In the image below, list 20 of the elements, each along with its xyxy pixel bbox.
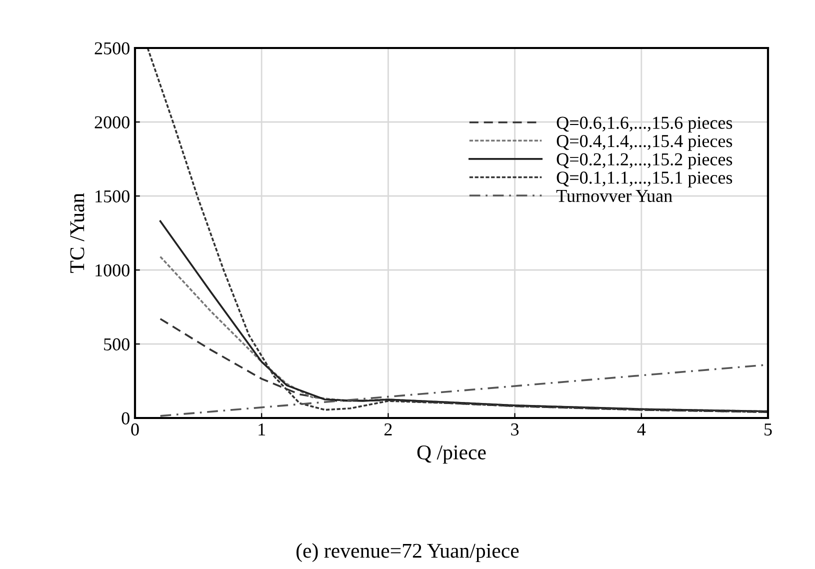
x-tick-label: 2 — [384, 423, 392, 436]
y-tick-label: 2000 — [94, 116, 130, 128]
legend-label: Q=0.2,1.2,...,15.2 pieces — [556, 153, 732, 170]
legend-label: Q=0.6,1.6,...,15.6 pieces — [556, 116, 732, 133]
x-tick-label: 0 — [131, 423, 139, 436]
x-axis-title: Q /piece — [417, 445, 486, 464]
y-tick-label: 2500 — [94, 42, 130, 54]
x-tick-label: 5 — [764, 424, 772, 436]
legend-label: Q=0.4,1.4,...,15.4 pieces — [556, 134, 732, 151]
legend-label: Q=0.1,1.1,...,15.1 pieces — [556, 172, 732, 188]
y-tick-label: 0 — [122, 412, 130, 424]
legend-label: Turnovver Yuan — [556, 190, 672, 202]
y-tick-label: 1000 — [96, 264, 130, 276]
y-tick-label: 500 — [104, 338, 130, 350]
x-tick-label: 1 — [258, 423, 266, 436]
x-tick-label: 4 — [637, 424, 646, 436]
x-tick-label: 3 — [511, 423, 519, 436]
text: (e) revenue=72 Yuan/piece — [296, 543, 519, 562]
y-tick-label: 1500 — [96, 190, 130, 202]
y-axis-title: TC /Yuan — [70, 193, 84, 273]
